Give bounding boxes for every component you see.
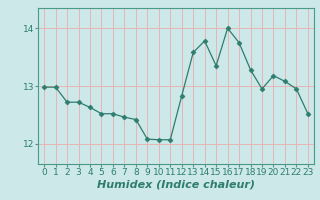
X-axis label: Humidex (Indice chaleur): Humidex (Indice chaleur): [97, 180, 255, 190]
